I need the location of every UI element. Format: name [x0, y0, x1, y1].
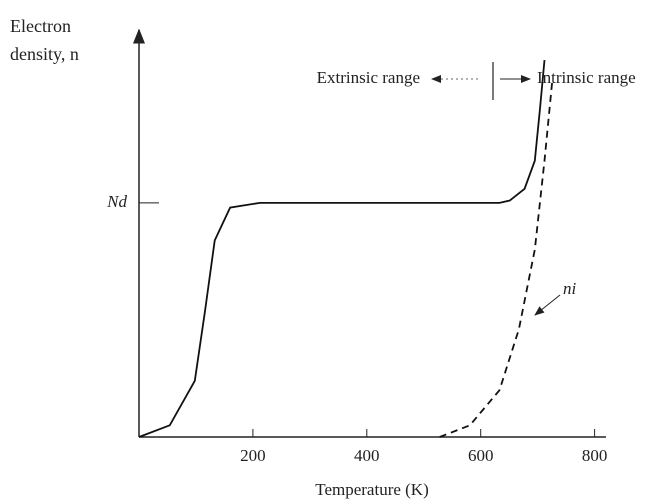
ni-label: ni [563, 279, 577, 298]
data-line [440, 79, 553, 437]
x-axis-label: Temperature (K) [315, 480, 429, 499]
y-tick-label: Nd [106, 192, 127, 211]
x-tick-label: 400 [354, 446, 380, 465]
x-tick-label: 800 [582, 446, 608, 465]
data-line [139, 60, 544, 437]
extrinsic-label: Extrinsic range [317, 68, 420, 87]
y-axis-label: Electron density, n [10, 12, 120, 68]
x-tick-label: 200 [240, 446, 266, 465]
ni-arrow [535, 295, 560, 315]
page: Extrinsic range Intrinsic range ni Tempe… [0, 0, 665, 504]
chart: Extrinsic range Intrinsic range ni Tempe… [0, 0, 665, 504]
x-tick-label: 600 [468, 446, 494, 465]
